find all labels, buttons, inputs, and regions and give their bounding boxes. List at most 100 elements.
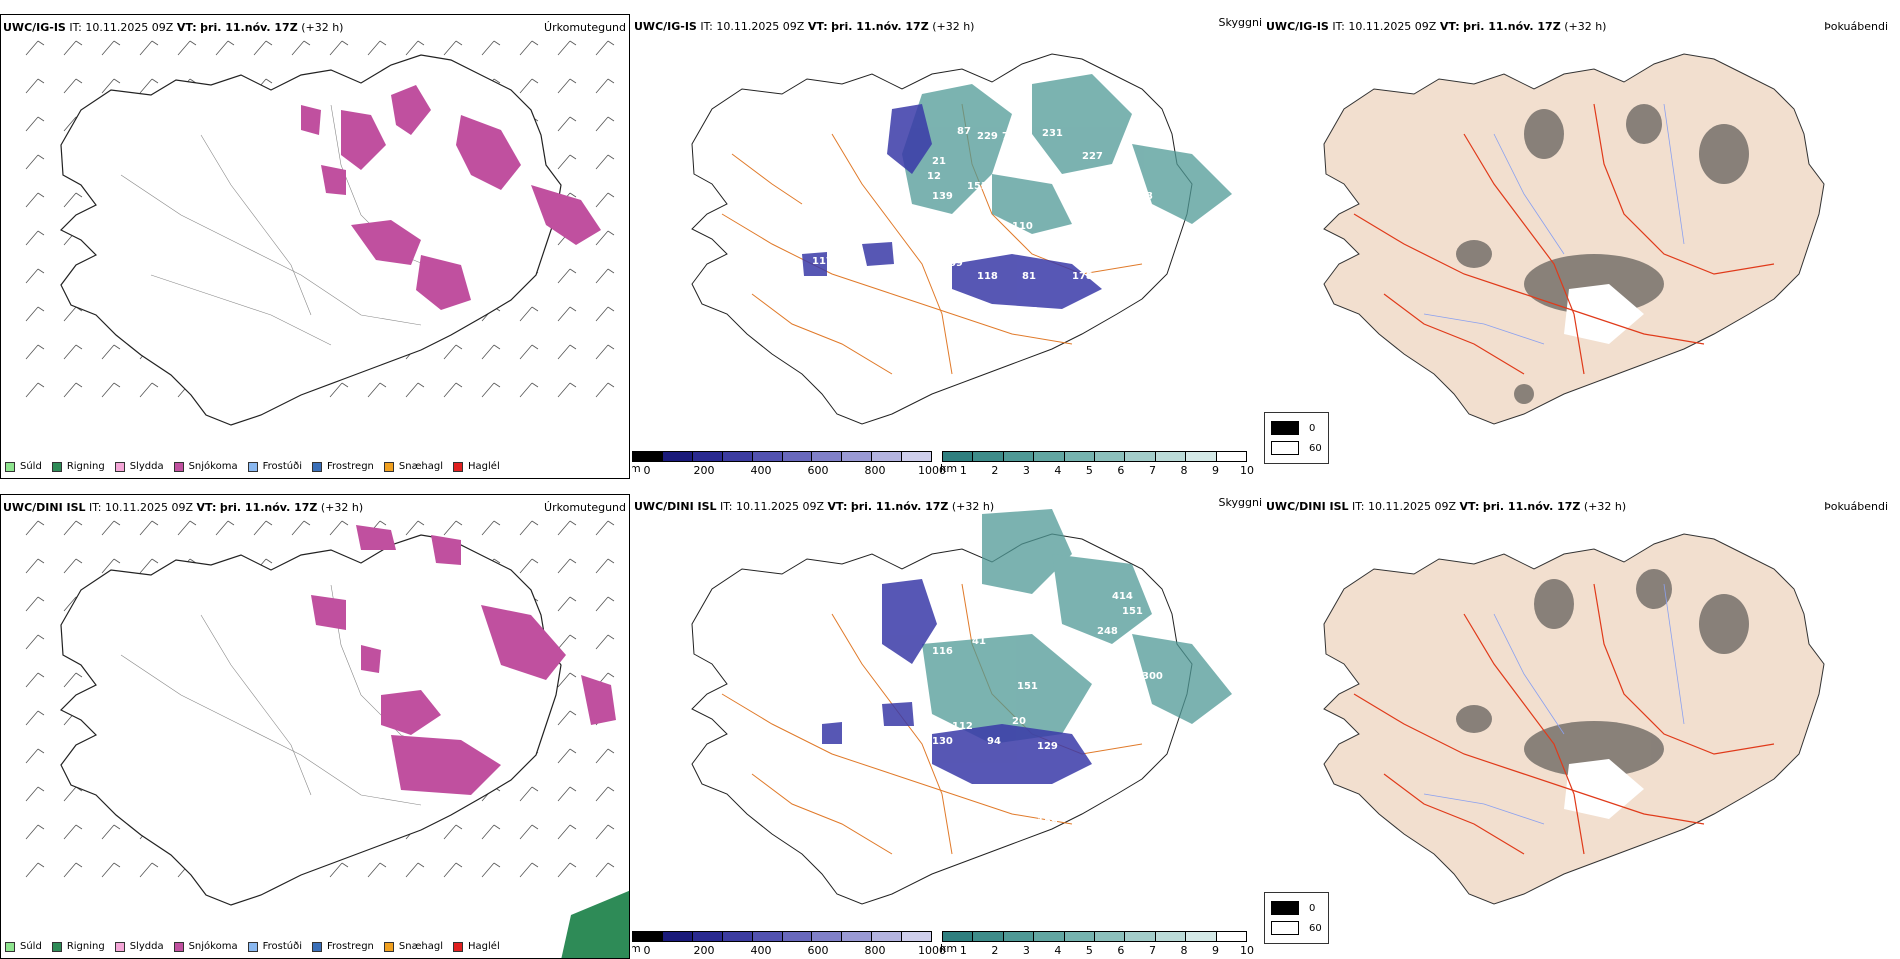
precip-legend-item: Snjókoma (173, 941, 238, 952)
precip-legend-item: Haglél (453, 461, 500, 472)
wind-barb (291, 40, 311, 56)
wind-barb (595, 116, 615, 132)
colorbar-visibility: km 1 2 3 4 5 6 7 8 9 10 (940, 931, 1254, 957)
fog-map (1323, 53, 1825, 425)
cloud-base-label: 414 (1112, 591, 1133, 602)
wind-barb (367, 862, 387, 878)
legend-label: Frostúði (262, 941, 302, 952)
precip-legend-item: Súld (5, 941, 42, 952)
wind-barb (557, 824, 577, 840)
wind-barb (25, 748, 45, 764)
wind-barb (519, 344, 539, 360)
colorbar-tick: 400 (750, 944, 772, 957)
iceland-coastline (59, 534, 562, 906)
cloud-base-label: 159 (1037, 816, 1058, 827)
legend-swatch (312, 461, 322, 472)
cloud-base-label: 227 (1082, 151, 1103, 162)
wind-barb (63, 78, 83, 94)
wind-barb (557, 634, 577, 650)
precip-map (25, 40, 615, 426)
wind-barb (595, 748, 615, 764)
legend-label: Frostúði (262, 461, 302, 472)
cloud-base-label: 109 (942, 258, 963, 269)
colorbar-segment (812, 932, 843, 941)
wind-barb (519, 824, 539, 840)
panel-type-label: Úrkomutegund (544, 501, 626, 514)
panel-title: UWC/DINI ISL IT: 10.11.2025 09Z VT: þri.… (634, 500, 995, 513)
wind-barb (101, 382, 121, 398)
wind-barb (215, 520, 235, 536)
cloud-base-label: 75 (1142, 211, 1156, 222)
colorbar-segment (1064, 932, 1096, 941)
cloud-base-label: 151 (1017, 681, 1038, 692)
legend-label: Snjókoma (188, 461, 238, 472)
colorbar-segment (1064, 452, 1096, 461)
precip-legend-item: Frostregn (312, 461, 374, 472)
legend-swatch (1271, 921, 1299, 935)
colorbar-tick: 600 (807, 464, 829, 477)
colorbar-tick: 6 (1117, 944, 1125, 957)
wind-barb (63, 520, 83, 536)
wind-barb (177, 40, 197, 56)
precip-type-panel-row2: UWC/DINI ISL IT: 10.11.2025 09Z VT: þri.… (0, 494, 630, 959)
low-cloud-areas (902, 74, 1232, 234)
wind-barb (595, 306, 615, 322)
colorbar-tick: 7 (1148, 464, 1156, 477)
colorbar-segment (662, 452, 693, 461)
fog-legend-item: 60 (1271, 918, 1322, 938)
wind-barb (595, 382, 615, 398)
colorbar-tick: 7 (1148, 944, 1156, 957)
colorbar-segment (943, 452, 974, 461)
cloud-base-label: 231 (1042, 128, 1063, 139)
colorbar-height: m 0 200 400 600 800 1000 (632, 931, 946, 957)
cloud-base-label: 139 (932, 191, 953, 202)
snow-areas (301, 85, 601, 310)
legend-label: Snæhagl (398, 461, 444, 472)
colorbar-tick: 6 (1117, 464, 1125, 477)
precip-legend-item: Snæhagl (383, 941, 443, 952)
legend-label: Rigning (66, 941, 105, 952)
colorbar-segment (943, 932, 974, 941)
colorbar-tick: 3 (1022, 944, 1030, 957)
wind-barb (557, 748, 577, 764)
fog-panel-row2: UWC/DINI ISL IT: 10.11.2025 09Z VT: þri.… (1264, 494, 1894, 959)
wind-barb (557, 558, 577, 574)
colorbar-tick: 1 (959, 464, 967, 477)
wind-barb (557, 710, 577, 726)
rain-areas (561, 890, 629, 958)
colorbar-segment (752, 452, 783, 461)
fog-areas (1456, 104, 1749, 404)
colorbar-tick: 2 (991, 464, 999, 477)
wind-barb (63, 672, 83, 688)
wind-barb (557, 786, 577, 802)
colorbar-segment (812, 452, 843, 461)
cloud-base-label: 130 (932, 736, 953, 747)
colorbar-tick: 4 (1054, 944, 1062, 957)
wind-barb (481, 40, 501, 56)
colorbar-tick: 10 (1240, 944, 1254, 957)
wind-barb (405, 382, 425, 398)
cloud-base-label: 70 (1117, 686, 1131, 697)
colorbar-segment (1095, 932, 1126, 941)
iceland-coastline (59, 54, 562, 426)
wind-barb (25, 596, 45, 612)
low-cloud-areas (922, 509, 1232, 744)
wind-barb (25, 520, 45, 536)
colorbar-segment (1125, 452, 1156, 461)
wind-barb (63, 558, 83, 574)
cloud-base-label: 81 (1022, 271, 1036, 282)
wind-barb (481, 344, 501, 360)
wind-barb (557, 78, 577, 94)
precip-legend-item: Slydda (114, 461, 164, 472)
colorbar-tick: 9 (1211, 944, 1219, 957)
wind-barb (25, 40, 45, 56)
legend-label: Súld (20, 941, 42, 952)
colorbar-segment (692, 932, 723, 941)
roads (120, 104, 452, 346)
wind-barb (443, 344, 463, 360)
wind-barb (139, 382, 159, 398)
legend-swatch (5, 461, 15, 472)
colorbar-tick: 0 (643, 944, 651, 957)
